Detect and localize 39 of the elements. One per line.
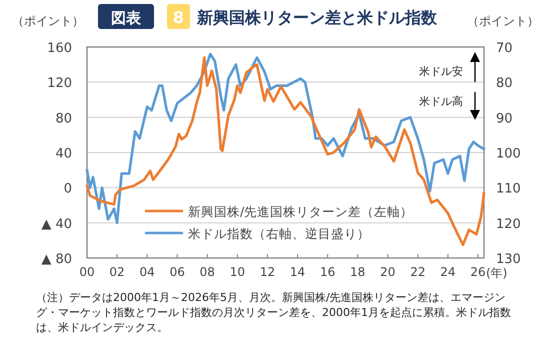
y2-tick-label: 90 (496, 111, 513, 126)
y-tick-label: ▲ 80 (41, 252, 72, 267)
annotation: 米ドル安 (419, 65, 463, 78)
x-tick-label: 06 (170, 265, 185, 279)
y-tick-label: 40 (55, 146, 72, 162)
y-axis-title: （ポイント） (12, 14, 84, 28)
y2-tick-label: 80 (496, 76, 513, 92)
x-tick-label: 20 (380, 265, 396, 279)
legend-label: 新興国株/先進国株リターン差（左軸） (188, 204, 414, 219)
y-tick-label: 80 (55, 111, 72, 126)
x-tick-label: 00 (79, 265, 95, 279)
y2-tick-label: 100 (496, 146, 521, 162)
y2-tick-label: 130 (496, 252, 521, 267)
annotation: 米ドル高 (419, 95, 463, 108)
text: （注）データは2000年1月～2026年5月、月次。新興国株/先進国株リターン差は、エマージング・マーケット指数とワールド指数の月次リターン差を、2000年1月を起点に累積。米ドル指数は、米ドルインデックス。 (36, 290, 512, 335)
y2-tick-label: 110 (496, 182, 521, 197)
y-tick-label: 160 (47, 41, 72, 56)
x-tick-label: 08 (200, 265, 215, 279)
text: 図表 (111, 9, 142, 27)
legend-label: 米ドル指数（右軸、逆目盛り） (188, 226, 370, 241)
y-tick-label: ▲ 40 (41, 216, 72, 232)
x-tick-label: 14 (290, 265, 306, 279)
x-tick-label: 10 (230, 265, 246, 279)
y2-tick-label: 120 (496, 216, 521, 232)
x-tick-label: 04 (140, 265, 155, 279)
text: 8 (172, 8, 184, 27)
x-tick-label: 12 (260, 265, 276, 279)
x-axis-title: (年) (486, 266, 508, 280)
chart-title: 新興国株リターン差と米ドル指数 (196, 8, 438, 27)
x-tick-label: 24 (440, 265, 456, 279)
x-tick-label: 22 (410, 265, 426, 279)
x-tick-label: 18 (350, 265, 366, 279)
x-tick-label: 16 (320, 265, 336, 279)
y-tick-label: 120 (47, 76, 72, 92)
x-tick-label: 26 (470, 265, 486, 279)
y-tick-label: 0 (64, 182, 72, 197)
y2-axis-title: （ポイント） (467, 14, 539, 28)
x-tick-label: 02 (109, 265, 125, 279)
y2-tick-label: 70 (496, 41, 513, 56)
